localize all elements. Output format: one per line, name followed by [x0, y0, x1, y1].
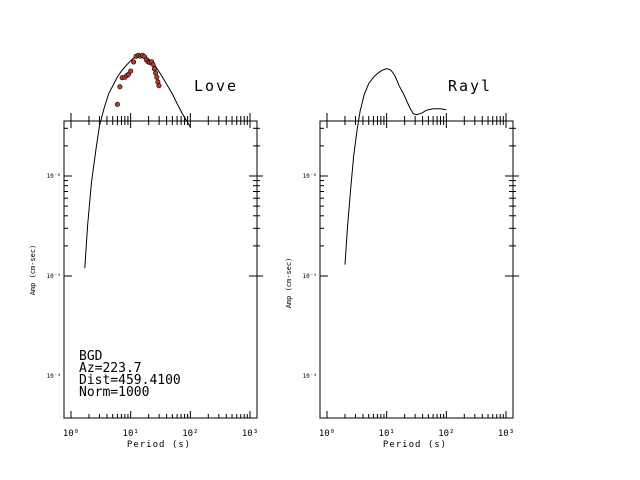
love-panel: Love 10⁰ 10¹ 10² 10³ 10⁻⁴ 10⁻⁵ 10⁻⁶ Period (s)…: [29, 52, 263, 450]
data-point: [131, 59, 137, 65]
data-point: [156, 83, 162, 89]
x-tick-label: 10¹: [123, 429, 139, 439]
rayl-y-label: Amp (cm-sec): [285, 258, 293, 309]
plot-frame: [319, 120, 514, 419]
data-point: [154, 74, 160, 80]
x-tick-label: 10³: [498, 429, 514, 439]
love-x-label: Period (s): [127, 440, 191, 450]
rayl-axes: 10⁰ 10¹ 10² 10³ 10⁻⁴ 10⁻⁵ 10⁻⁶: [303, 113, 519, 439]
station-info: BGD Az=223.7 Dist=459.4100 Norm=1000: [79, 349, 181, 400]
x-tick-label: 10²: [438, 429, 454, 439]
y-tick-label: 10⁻⁶: [47, 173, 61, 180]
x-tick-label: 10⁰: [319, 429, 335, 439]
x-tick-label: 10²: [182, 429, 198, 439]
rayl-panel: Rayl 10⁰ 10¹ 10² 10³ 10⁻⁴ 10⁻⁵ 10⁻⁶ Period (s)…: [285, 68, 519, 450]
rayl-x-label: Period (s): [383, 440, 447, 450]
x-tick-label: 10⁰: [63, 429, 79, 439]
data-point: [153, 70, 159, 76]
love-y-label: Amp (cm-sec): [29, 245, 37, 296]
data-point: [114, 101, 120, 107]
y-tick-label: 10⁻⁶: [303, 173, 317, 180]
y-tick-label: 10⁻⁴: [47, 373, 61, 380]
data-point: [128, 68, 134, 74]
series-line: [84, 54, 191, 269]
series-line: [344, 68, 447, 265]
love-curves: [84, 52, 191, 269]
y-tick-label: 10⁻⁴: [303, 373, 317, 380]
norm-text: Norm=1000: [79, 385, 149, 400]
data-point: [151, 66, 157, 72]
x-tick-label: 10³: [242, 429, 258, 439]
data-point: [117, 84, 123, 90]
love-axes: 10⁰ 10¹ 10² 10³ 10⁻⁴ 10⁻⁵ 10⁻⁶: [47, 113, 263, 439]
rayl-curves: [344, 68, 447, 265]
azimuth-text: Az=223.7: [79, 361, 142, 376]
love-title: Love: [194, 77, 238, 95]
rayl-title: Rayl: [448, 77, 492, 95]
data-point: [150, 62, 156, 68]
y-tick-label: 10⁻⁵: [303, 273, 317, 280]
station-name: BGD: [79, 349, 103, 364]
y-tick-label: 10⁻⁵: [47, 273, 61, 280]
plot-frame: [63, 120, 258, 419]
distance-text: Dist=459.4100: [79, 373, 181, 388]
x-tick-label: 10¹: [379, 429, 395, 439]
